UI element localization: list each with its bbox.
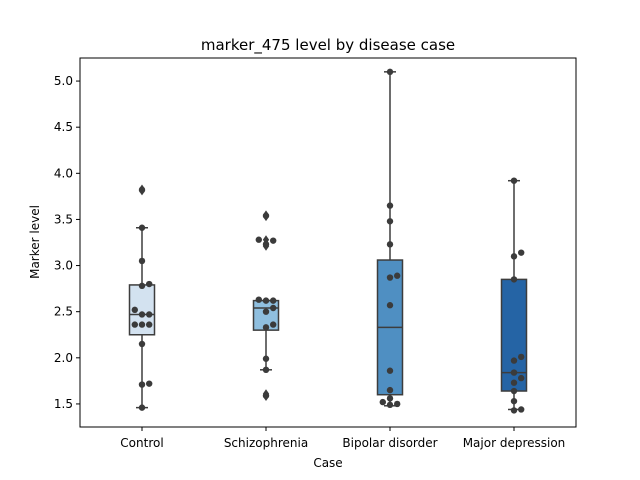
data-point <box>510 369 518 376</box>
y-tick-label: 4.0 <box>54 166 73 180</box>
data-point <box>386 395 394 402</box>
data-point <box>138 404 146 411</box>
data-point <box>270 297 277 304</box>
data-point <box>146 311 153 318</box>
axes: 1.5 2.0 2.5 3.0 3.5 4.0 4.5 5.0 Control Schizophr… <box>54 74 565 450</box>
data-point <box>510 357 518 364</box>
y-tick-label: 3.5 <box>54 212 73 226</box>
x-tick-label: Major depression <box>463 436 566 450</box>
data-point <box>262 297 270 304</box>
data-point <box>131 321 138 328</box>
data-point <box>518 353 525 361</box>
plot-frame <box>79 57 577 428</box>
data-point <box>262 308 270 315</box>
y-tick-label: 2.0 <box>54 351 73 365</box>
data-point <box>394 400 401 408</box>
swarm-group-0 <box>131 186 153 411</box>
data-point <box>386 241 394 248</box>
swarm-group-2 <box>379 68 401 409</box>
data-point <box>262 212 270 219</box>
data-point <box>386 367 394 374</box>
data-point <box>510 387 518 395</box>
y-axis-label: Marker level <box>28 205 42 279</box>
data-point <box>386 218 394 225</box>
x-axis-label: Case <box>313 456 342 470</box>
x-tick-label: Schizophrenia <box>224 436 308 450</box>
plot-area <box>128 68 528 414</box>
data-point <box>138 224 146 231</box>
data-point <box>138 282 146 290</box>
outlier-marker <box>262 235 270 245</box>
data-point <box>270 304 277 312</box>
data-point <box>262 366 270 374</box>
y-tick-label: 4.5 <box>54 120 73 134</box>
data-point <box>270 237 277 244</box>
x-tick-label: Bipolar disorder <box>342 436 437 450</box>
data-point <box>262 355 270 362</box>
data-point <box>386 386 394 394</box>
data-point <box>146 321 153 328</box>
x-tick-label: Control <box>120 436 163 450</box>
data-point <box>146 380 153 387</box>
y-tick-label: 2.5 <box>54 305 73 319</box>
data-point <box>386 401 394 409</box>
data-point <box>394 272 401 279</box>
data-point <box>255 236 262 243</box>
y-tick-label: 1.5 <box>54 397 73 411</box>
box-group-2 <box>376 71 404 407</box>
swarm-group-1 <box>255 212 277 399</box>
data-point <box>138 340 146 348</box>
data-point <box>146 280 153 288</box>
data-point <box>510 397 518 405</box>
data-point <box>138 186 146 194</box>
data-point <box>510 407 518 414</box>
box-group-0 <box>128 184 156 409</box>
data-point <box>255 296 262 303</box>
data-point <box>518 406 525 413</box>
data-point <box>138 321 146 328</box>
data-point <box>386 202 394 209</box>
data-point <box>518 374 525 382</box>
y-tick-label: 5.0 <box>54 74 73 88</box>
data-point <box>262 241 270 248</box>
data-point <box>386 302 394 309</box>
data-point <box>138 257 146 265</box>
data-point <box>510 253 518 260</box>
data-point <box>379 398 386 406</box>
swarm-group-3 <box>510 177 525 414</box>
data-point <box>131 306 138 314</box>
data-point <box>518 249 525 256</box>
data-point <box>386 68 394 76</box>
data-point <box>510 177 518 184</box>
data-point <box>510 276 518 283</box>
chart-title: marker_475 level by disease case <box>201 36 455 55</box>
data-point <box>262 324 270 331</box>
y-tick-label: 3.0 <box>54 259 73 273</box>
data-point <box>262 392 270 399</box>
data-point <box>510 379 518 386</box>
data-point <box>138 311 146 318</box>
data-point <box>386 274 394 281</box>
data-point <box>270 321 277 328</box>
data-point <box>138 381 146 388</box>
